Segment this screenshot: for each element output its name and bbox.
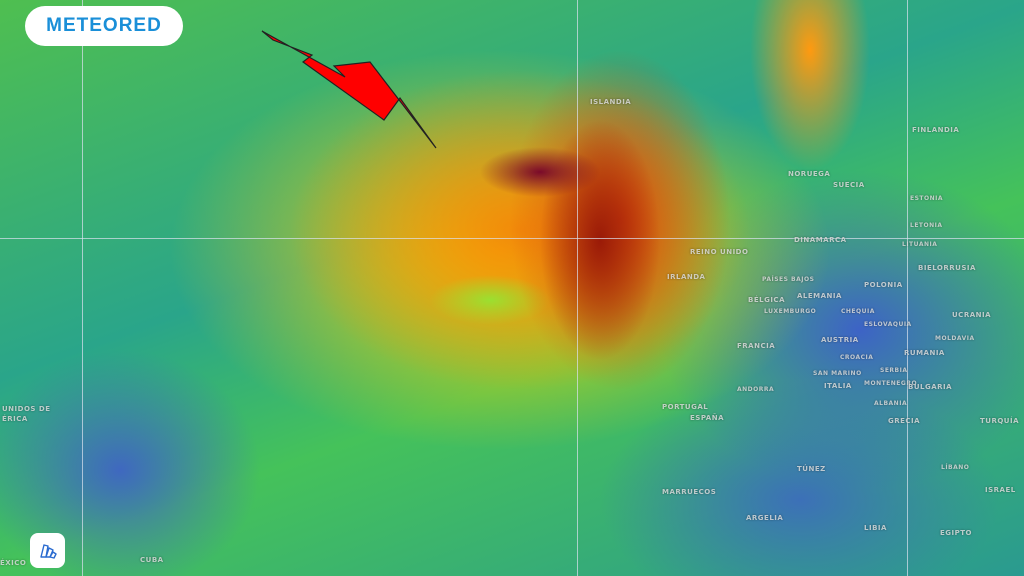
- country-label: CHEQUIA: [841, 308, 875, 315]
- country-label: TURQUÍA: [980, 417, 1020, 425]
- country-label: NORUEGA: [788, 170, 831, 178]
- country-label: RUMANIA: [904, 349, 945, 357]
- country-label: POLONIA: [864, 281, 903, 289]
- country-label: GRECIA: [888, 417, 921, 425]
- layers-button[interactable]: [30, 533, 65, 568]
- country-label: ALBANIA: [874, 400, 908, 407]
- country-label: LUXEMBURGO: [764, 308, 817, 315]
- country-label: SAN MARINO: [813, 370, 862, 377]
- country-label: ISLANDIA: [590, 98, 632, 106]
- country-label: FRANCIA: [737, 342, 776, 350]
- country-label: ARGELIA: [746, 514, 784, 522]
- graticule-line: [577, 0, 578, 576]
- country-label: BULGARIA: [908, 383, 953, 391]
- country-label: PORTUGAL: [662, 403, 709, 411]
- logo-text: METEORED: [46, 15, 162, 36]
- country-label: ISRAEL: [985, 486, 1016, 494]
- country-label: ESPAÑA: [690, 414, 725, 422]
- country-label: EGIPTO: [940, 529, 972, 537]
- country-label: ESTONIA: [910, 195, 944, 202]
- country-label: LETONIA: [910, 222, 943, 229]
- country-label: MONTENEGRO: [864, 380, 918, 387]
- graticule-line: [907, 0, 908, 576]
- country-label: ÉRICA: [2, 415, 28, 423]
- country-label: ANDORRA: [737, 386, 775, 393]
- country-label: IRLANDA: [667, 273, 706, 281]
- country-label: ITALIA: [824, 382, 852, 390]
- graticule-line: [0, 238, 1024, 239]
- country-label: CUBA: [140, 556, 164, 564]
- meteored-logo[interactable]: METEORED: [25, 6, 183, 46]
- country-label: REINO UNIDO: [690, 248, 749, 256]
- country-label: PAÍSES BAJOS: [762, 276, 815, 283]
- country-label: ESLOVAQUIA: [864, 321, 912, 328]
- country-label: MARRUECOS: [662, 488, 717, 496]
- country-label: MOLDAVIA: [935, 335, 975, 342]
- country-label: ALEMANIA: [797, 292, 842, 300]
- graticule-line: [82, 0, 83, 576]
- country-label: LÍBANO: [941, 464, 970, 471]
- country-label: DINAMARCA: [794, 236, 847, 244]
- country-label: LITUANIA: [902, 241, 938, 248]
- country-label: LIBIA: [864, 524, 887, 532]
- country-label: ÉXICO: [0, 559, 27, 567]
- country-label: BIELORRUSIA: [918, 264, 976, 272]
- country-label: UCRANIA: [952, 311, 992, 319]
- country-label: CROACIA: [840, 354, 874, 361]
- country-label: TÚNEZ: [797, 465, 826, 473]
- country-label: SUECIA: [833, 181, 865, 189]
- country-label: FINLANDIA: [912, 126, 960, 134]
- country-label: UNIDOS DE: [2, 405, 51, 413]
- country-label: AUSTRIA: [821, 336, 859, 344]
- layers-icon: [39, 543, 57, 559]
- country-label: SERBIA: [880, 367, 908, 374]
- country-label: BÉLGICA: [748, 296, 785, 304]
